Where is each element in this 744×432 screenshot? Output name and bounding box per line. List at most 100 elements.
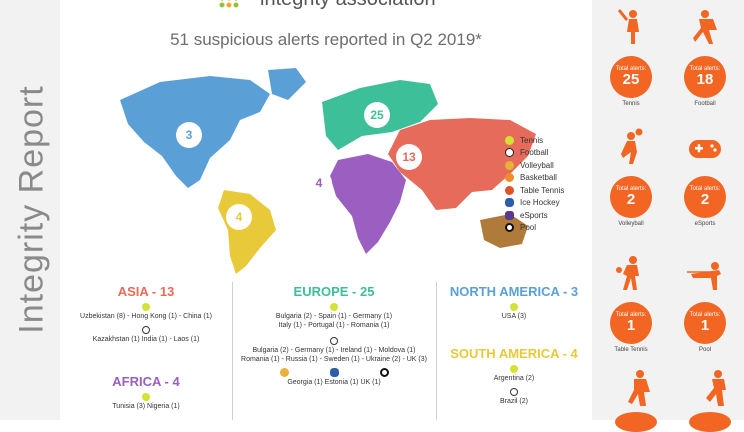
logo: integrity association: [218, 0, 478, 16]
africa-count: 4: [306, 170, 332, 196]
ice-hockey-icon: [505, 198, 514, 208]
athlete-icon: [628, 370, 650, 406]
sport-tennis: Total alerts: 25 Tennis: [596, 8, 666, 107]
region-countries: Italy (1) - Portugal (1) - Romania (1): [278, 322, 390, 329]
legend-item: Ice Hockey: [505, 197, 564, 210]
alert-count-badge: Total alerts: 1: [610, 302, 652, 344]
esports-icon: [505, 210, 514, 220]
region-africa: AFRICA - 4 Tunisia (3) Nigeria (1): [60, 374, 232, 410]
region-asia: ASIA - 13 Uzbekistan (8) - Hong Kong (1)…: [60, 284, 232, 343]
column-divider: [232, 282, 233, 420]
tennis-ball-icon: [142, 393, 150, 401]
region-title: AFRICA - 4: [112, 374, 180, 389]
region-title: NORTH AMERICA - 3: [449, 284, 579, 299]
asia-count: 13: [396, 144, 422, 170]
tennis-ball-icon: [330, 303, 338, 311]
legend-item: Volleyball: [505, 159, 564, 172]
region-title: EUROPE - 25: [293, 284, 375, 299]
sport-name: Football: [694, 101, 716, 107]
sport-name: Pool: [698, 347, 711, 353]
region-countries: Georgia (1) Estonia (1) UK (1): [287, 379, 381, 386]
region-countries: Bulgaria (2) - Germany (1) - Ireland (1)…: [252, 347, 416, 354]
main-panel: integrity association 51 suspicious aler…: [60, 0, 592, 420]
legend-item: Basketball: [505, 172, 564, 185]
sport-table-tennis: Total alerts: 1 Table Tennis: [596, 254, 666, 353]
logo-text: integrity association: [260, 0, 436, 11]
football-icon: [505, 148, 514, 158]
gamepad-icon: [689, 140, 721, 158]
alert-count-badge: Total alerts: 2: [610, 176, 652, 218]
region-north-america: NORTH AMERICA - 3 USA (3): [436, 284, 592, 320]
table-tennis-icon: [505, 185, 514, 195]
region-countries: Kazakhstan (1) India (1) - Laos (1): [92, 336, 200, 343]
legend-item: Football: [505, 147, 564, 160]
africa-shape: [330, 154, 406, 254]
tennis-ball-icon: [510, 303, 518, 311]
region-countries: Uzbekistan (8) - Hong Kong (1) - China (…: [80, 313, 212, 320]
tennis-ball-icon: [510, 365, 518, 373]
region-countries: USA (3): [501, 313, 527, 320]
sport-pool: Total alerts: 1 Pool: [670, 254, 740, 353]
sport-totals-panel: Total alerts: 25 Tennis Total alerts: 18 F…: [592, 0, 744, 432]
football-player-icon: [693, 10, 717, 44]
region-europe: EUROPE - 25 Bulgaria (2) - Spain (1) - G…: [232, 284, 436, 386]
sport-name: Volleyball: [618, 221, 644, 227]
sport-name: Tennis: [622, 101, 640, 107]
ice-hockey-icon: [329, 368, 339, 377]
legend-item: Pool: [505, 222, 564, 235]
region-countries: Argentina (2): [493, 375, 535, 382]
region-countries: Brazil (2): [499, 398, 528, 405]
oceania-shape: [480, 214, 528, 248]
sport-volleyball: Total alerts: 2 Volleyball: [596, 128, 666, 227]
football-icon: [330, 337, 338, 345]
region-title: SOUTH AMERICA - 4: [450, 346, 578, 361]
sport-legend: Tennis Football Volleyball Basketball Ta…: [505, 134, 564, 234]
table-tennis-player-icon: [616, 256, 639, 290]
volleyball-icon: [505, 160, 514, 170]
north-america-count: 3: [176, 122, 202, 148]
athlete-icon: [706, 370, 726, 406]
sport-name: Table Tennis: [614, 347, 648, 353]
left-sidebar: Integrity Report: [0, 0, 60, 420]
legend-item: Tennis: [505, 134, 564, 147]
region-countries: Tunisia (3) Nigeria (1): [112, 403, 180, 410]
alert-count-badge: Total alerts: 2: [684, 176, 726, 218]
football-icon: [510, 388, 518, 396]
legend-item: eSports: [505, 209, 564, 222]
volleyball-icon: [279, 368, 289, 377]
legend-item: Table Tennis: [505, 184, 564, 197]
column-divider: [436, 282, 437, 420]
sport-football: Total alerts: 18 Football: [670, 8, 740, 107]
world-map: 3 4 25 4 13: [100, 60, 540, 280]
region-countries: Romania (1) - Russia (1) - Sweden (1) - …: [241, 356, 427, 363]
region-title: ASIA - 13: [117, 284, 175, 299]
sport-esports: Total alerts: 2 eSports: [670, 128, 740, 227]
alert-count-badge: [689, 412, 731, 432]
region-countries: Bulgaria (2) - Spain (1) - Germany (1): [275, 313, 393, 320]
region-south-america: SOUTH AMERICA - 4 Argentina (2) Brazil (…: [436, 346, 592, 405]
football-icon: [142, 326, 150, 334]
report-title: Integrity Report: [12, 85, 51, 334]
tennis-ball-icon: [142, 303, 150, 311]
tennis-player-icon: [617, 9, 639, 44]
world-map-graphic: [120, 68, 536, 274]
page-subtitle: 51 suspicious alerts reported in Q2 2019…: [170, 30, 482, 49]
pool-ball-icon: [505, 223, 514, 233]
sport-name: eSports: [694, 221, 716, 227]
europe-sport-icons: [259, 368, 409, 377]
greenland-shape: [268, 68, 306, 100]
asia-shape: [388, 118, 536, 210]
south-america-count: 4: [226, 204, 252, 230]
pool-ball-icon: [379, 368, 389, 377]
europe-count: 25: [364, 102, 390, 128]
basketball-icon: [505, 173, 514, 183]
logo-icon: [219, 0, 239, 8]
volleyball-player-icon: [621, 128, 643, 164]
alert-count-badge: Total alerts: 25: [610, 56, 652, 98]
pool-player-icon: [687, 262, 721, 290]
alert-count-badge: [615, 412, 657, 432]
tennis-ball-icon: [505, 135, 514, 145]
south-america-shape: [218, 190, 276, 274]
alert-count-badge: Total alerts: 1: [684, 302, 726, 344]
alert-count-badge: Total alerts: 18: [684, 56, 726, 98]
